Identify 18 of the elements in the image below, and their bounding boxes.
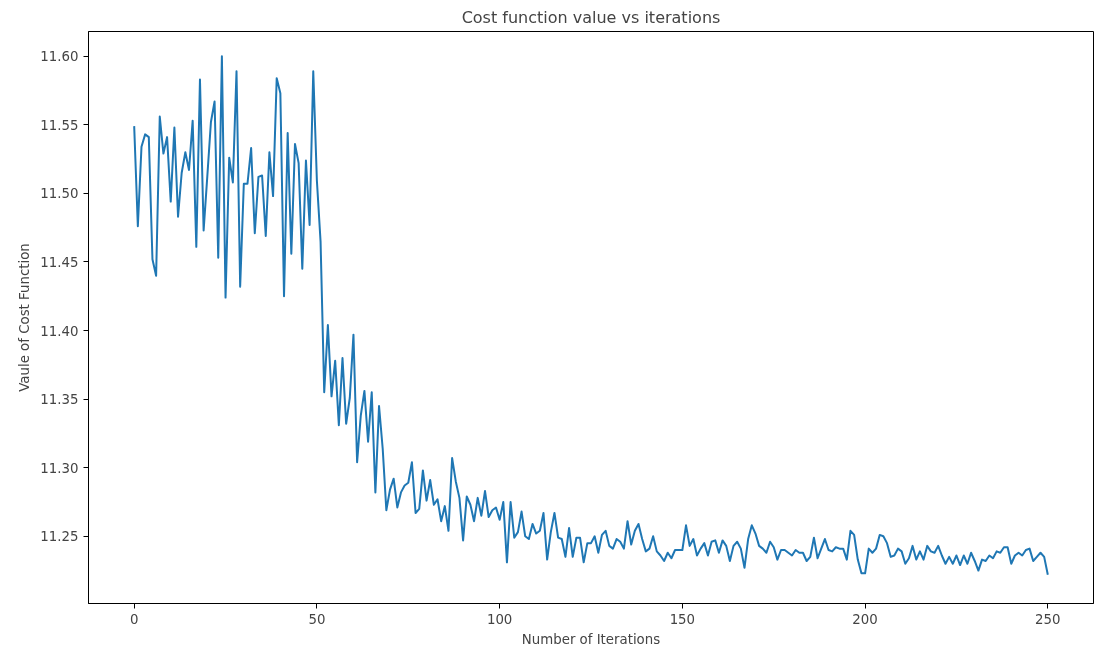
y-tick-label: 11.55 (40, 117, 79, 133)
y-tick-label: 11.50 (40, 186, 79, 202)
line-series (133, 55, 1049, 576)
y-axis-title: Vaule of Cost Function (17, 243, 33, 392)
x-axis-title: Number of Iterations (521, 631, 661, 647)
x-tick-label: 100 (486, 611, 513, 627)
y-tick-label: 11.40 (40, 323, 79, 339)
y-tick-label: 11.30 (40, 460, 79, 476)
x-tick-label: 50 (308, 611, 326, 627)
x-tick-label: 200 (852, 611, 878, 627)
y-tick-label: 11.45 (40, 254, 79, 270)
x-tick-label: 150 (669, 611, 696, 627)
y-tick-label: 11.25 (40, 529, 79, 545)
x-tick-label: 250 (1035, 611, 1061, 627)
y-tick-label: 11.35 (40, 392, 79, 408)
x-tick-label: 0 (129, 611, 139, 627)
y-tick-label: 11.60 (40, 49, 79, 65)
chart-title: Cost function value vs iterations (461, 7, 721, 27)
